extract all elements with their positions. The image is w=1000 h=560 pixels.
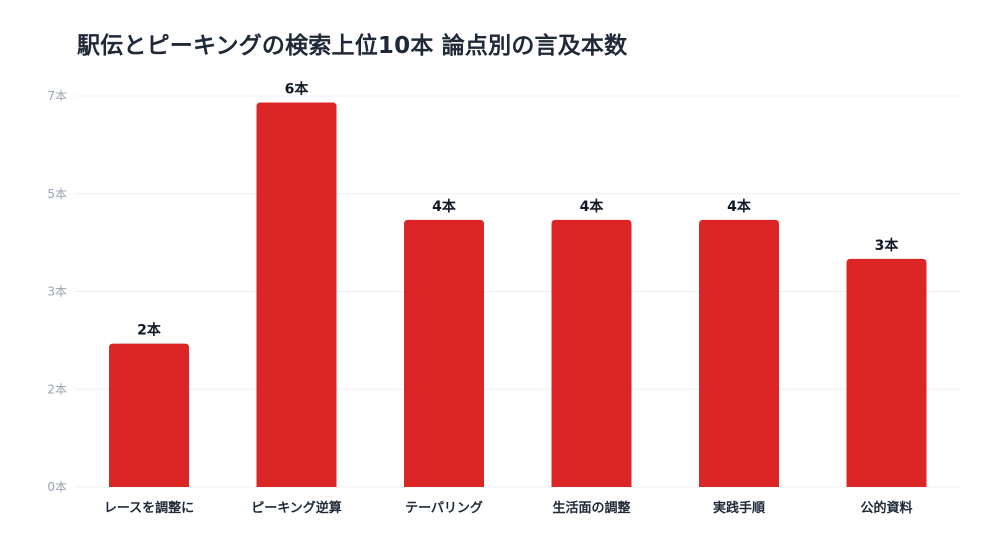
category-label: 実践手順 — [713, 500, 766, 516]
y-tick-label: 0本 — [47, 480, 67, 494]
category-label: 公的資料 — [860, 500, 912, 516]
bar — [109, 343, 189, 487]
y-tick-label: 7本 — [47, 89, 67, 103]
y-tick-label: 2本 — [47, 382, 67, 396]
bar-value-label: 2本 — [137, 322, 162, 339]
bar-value-label: 4本 — [727, 198, 752, 215]
value-labels: 2本 6本 4本 4本 4本 3本 — [137, 81, 899, 339]
bar-value-label: 4本 — [580, 198, 605, 215]
chart-title: 駅伝とピーキングの検索上位10本 論点別の言及本数 — [77, 33, 628, 59]
bars — [109, 102, 927, 488]
bar — [256, 102, 337, 488]
y-tick-label: 5本 — [47, 187, 67, 201]
bar — [404, 219, 484, 488]
x-axis-categories: レースを調整に ピーキング逆算 テーパリング 生活面の調整 実践手順 公的資料 — [104, 500, 913, 516]
bar-value-label: 3本 — [875, 237, 900, 254]
category-label: ピーキング逆算 — [251, 500, 342, 516]
bar-value-label: 6本 — [285, 81, 310, 98]
bar — [699, 219, 779, 488]
y-axis-ticks: 0本 2本 3本 5本 7本 — [47, 89, 67, 494]
category-label: テーパリング — [405, 500, 483, 516]
y-tick-label: 3本 — [47, 285, 67, 299]
bar — [846, 258, 927, 487]
category-label: レースを調整に — [104, 500, 194, 516]
category-label: 生活面の調整 — [552, 500, 631, 516]
bar — [551, 219, 632, 488]
bar-value-label: 4本 — [432, 198, 457, 215]
grid-lines — [75, 95, 960, 488]
